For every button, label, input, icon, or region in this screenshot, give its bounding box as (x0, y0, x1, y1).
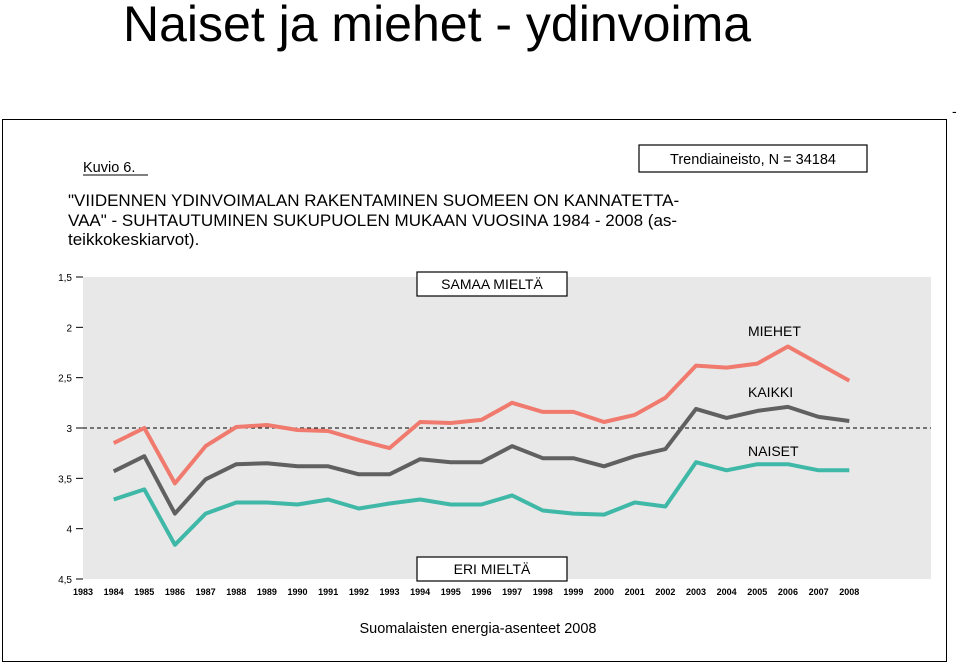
x-tick-label: 2008 (839, 587, 859, 597)
y-tick-label: 4,5 (58, 575, 72, 586)
x-tick-label: 1990 (288, 587, 308, 597)
y-axis: 1,5 2 2,5 3 3,5 4 4,5 (58, 273, 83, 586)
x-tick-label: 2005 (747, 587, 767, 597)
y-tick-label: 2 (66, 323, 72, 334)
disagree-box (416, 556, 568, 582)
x-tick-label: 1992 (349, 587, 369, 597)
legend-label-naiset: NAISET (748, 443, 799, 459)
series-line-miehet (112, 344, 851, 486)
y-tick-label: 3,5 (58, 474, 72, 485)
figure-heading-line-3: teikkokeskiarvot). (68, 230, 199, 249)
x-tick-label: 1983 (73, 587, 93, 597)
x-tick-label: 2007 (809, 587, 829, 597)
figure-footer: Suomalaisten energia-asenteet 2008 (360, 621, 597, 637)
x-tick-label: 1993 (379, 587, 399, 597)
x-tick-label: 2000 (594, 587, 614, 597)
x-tick-label: 1999 (563, 587, 583, 597)
series-line-kaikki (112, 404, 850, 516)
y-tick-label: 1,5 (58, 273, 72, 284)
series-lines (112, 344, 851, 547)
figure-label: Kuvio 6. (83, 160, 135, 176)
x-tick-label: 1998 (533, 587, 553, 597)
x-tick-label: 2004 (717, 587, 737, 597)
x-tick-label: 2003 (686, 587, 706, 597)
slide-title: Naiset ja miehet - ydinvoima (123, 0, 752, 52)
source-box (638, 144, 868, 173)
x-tick-label: 1989 (257, 587, 277, 597)
x-tick-label: 2001 (625, 587, 645, 597)
y-tick-label: 2,5 (58, 374, 72, 385)
legend-label-miehet: MIEHET (748, 323, 801, 339)
x-tick-label: 1984 (104, 587, 124, 597)
legend-label-kaikki: KAIKKI (748, 384, 793, 400)
x-tick-label: 2002 (655, 587, 675, 597)
x-tick-label: 1985 (134, 587, 154, 597)
x-tick-label: 1986 (165, 587, 185, 597)
source-box-text: Trendiaineisto, N = 34184 (670, 152, 836, 168)
agree-box-text: SAMAA MIELTÄ (441, 276, 543, 292)
figure-heading-line-2: VAA" - SUHTAUTUMINEN SUKUPUOLEN MUKAAN V… (68, 211, 677, 230)
corner-mark: - (952, 103, 957, 119)
x-tick-label: 1994 (410, 587, 430, 597)
x-axis: 1983 1984 1985 1986 1987 1988 1989 1990 1991 1992… (73, 587, 859, 597)
agree-box (416, 271, 568, 297)
x-tick-label: 1997 (502, 587, 522, 597)
y-tick-label: 4 (66, 525, 72, 536)
x-tick-label: 1988 (226, 587, 246, 597)
x-tick-label: 1996 (471, 587, 491, 597)
x-tick-label: 1991 (318, 587, 338, 597)
x-tick-label: 1995 (441, 587, 461, 597)
disagree-box-text: ERI MIELTÄ (454, 561, 531, 577)
x-tick-label: 1987 (196, 587, 216, 597)
figure-heading-line-1: "VIIDENNEN YDINVOIMALAN RAKENTAMINEN SUO… (68, 191, 679, 210)
y-tick-label: 3 (66, 424, 72, 435)
figure-frame: Kuvio 6. Trendiaineisto, N = 34184 "VIID… (2, 119, 947, 662)
line-chart: Kuvio 6. Trendiaineisto, N = 34184 "VIID… (58, 144, 931, 637)
x-tick-label: 2006 (778, 587, 798, 597)
series-line-naiset (113, 460, 850, 547)
